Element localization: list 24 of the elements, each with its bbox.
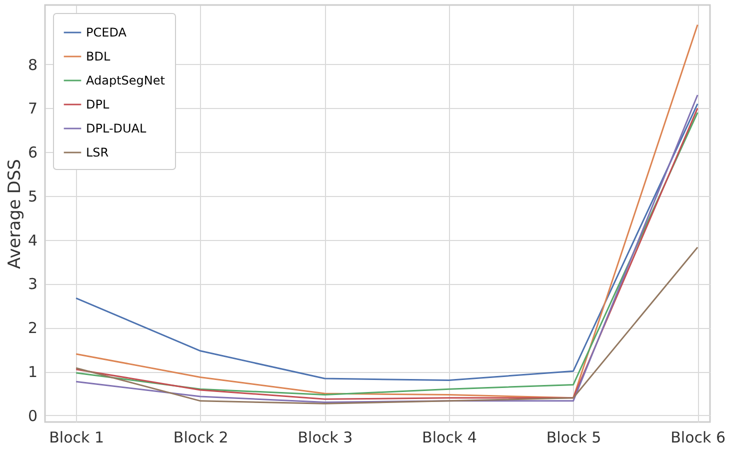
y-tick-label: 7 (28, 100, 38, 118)
legend-label: DPL-DUAL (86, 122, 147, 136)
x-tick-label: Block 2 (173, 428, 228, 446)
y-tick-label: 8 (28, 56, 38, 74)
y-tick-label: 5 (28, 187, 38, 206)
x-tick-label: Block 1 (49, 428, 104, 446)
y-tick-label: 0 (28, 406, 38, 425)
y-tick-label: 6 (28, 144, 38, 162)
y-tick-label: 3 (28, 275, 38, 294)
x-tick-label: Block 6 (670, 428, 726, 446)
line-series (75, 24, 698, 399)
legend-label: BDL (86, 50, 110, 64)
x-tick-label: Block 4 (422, 428, 477, 446)
x-tick-label: Block 5 (546, 428, 602, 446)
line-series (75, 246, 698, 404)
x-tick-label: Block 3 (298, 428, 353, 446)
y-tick-label: 1 (28, 363, 38, 382)
y-tick-label: 2 (28, 319, 38, 338)
legend-label: AdaptSegNet (86, 74, 166, 88)
y-tick-label: 4 (28, 231, 38, 250)
legend-label: DPL (86, 98, 110, 112)
legend-label: LSR (86, 146, 109, 160)
legend-label: PCEDA (86, 26, 128, 40)
y-axis-title: Average DSS (4, 159, 25, 269)
